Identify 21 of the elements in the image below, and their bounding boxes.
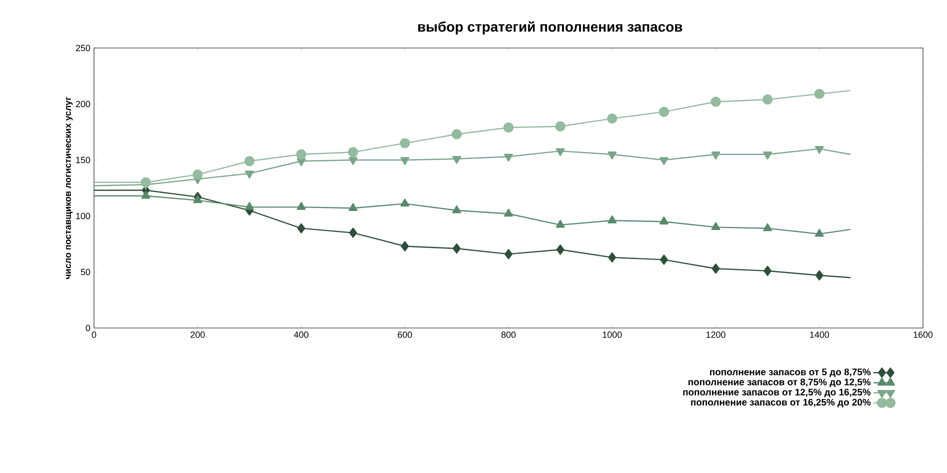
legend-label: пополнение запасов от 16,25% до 20% <box>691 398 871 408</box>
legend-label: пополнение запасов от 8,75% до 12,5% <box>688 378 871 388</box>
x-tick-label: 600 <box>398 332 412 338</box>
chart-title: выбор стратегий пополнения запасов <box>418 21 682 34</box>
y-axis-title: число поставщиков логистических услуг <box>66 96 73 279</box>
y-tick-label: 250 <box>76 44 90 52</box>
legend-label: пополнение запасов от 5 до 8,75% <box>710 368 871 378</box>
legend-label: пополнение запасов от 12,5% до 16,25% <box>683 388 871 398</box>
x-tick-label: 400 <box>294 332 308 338</box>
y-tick-label: 100 <box>76 212 90 220</box>
x-tick-label: 1200 <box>706 332 726 338</box>
x-tick-label: 1600 <box>914 332 933 338</box>
y-tick-label: 200 <box>76 100 90 108</box>
x-tick-label: 1000 <box>602 332 622 338</box>
x-tick-label: 1400 <box>810 332 830 338</box>
y-tick-label: 0 <box>86 324 90 332</box>
x-tick-label: 800 <box>501 332 516 338</box>
y-tick-label: 50 <box>80 268 90 276</box>
x-tick-label: 200 <box>190 332 205 338</box>
y-tick-label: 150 <box>76 156 90 164</box>
x-tick-label: 0 <box>92 332 96 338</box>
